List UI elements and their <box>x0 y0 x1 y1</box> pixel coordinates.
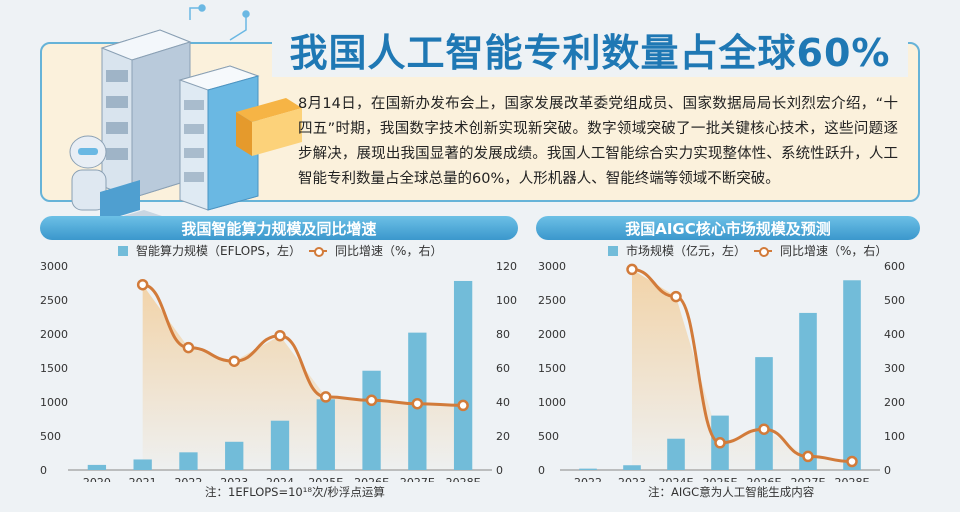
left-y-tick-label: 3000 <box>40 260 68 273</box>
growth-point-2024 <box>274 329 286 342</box>
x-tick-label: 2028E <box>446 476 481 482</box>
x-tick-label: 2020 <box>83 476 111 482</box>
robot-icon <box>69 135 107 211</box>
x-tick-label: 2023 <box>618 476 646 482</box>
bar-legend-swatch <box>608 245 618 256</box>
left-chart-title: 我国智能算力规模及同比增速 <box>40 216 518 240</box>
right-chart-title: 我国AIGC核心市场规模及预测 <box>536 216 920 240</box>
right-chart-legend: 市场规模（亿元，左） 同比增速（%，右） <box>608 242 887 259</box>
growth-point-2023 <box>626 263 638 276</box>
bar-2022 <box>179 452 198 470</box>
x-tick-label: 2027E <box>791 476 826 482</box>
left-chart-note: 注：1EFLOPS=10¹⁸次/秒浮点运算 <box>205 485 385 499</box>
growth-point-2026E <box>758 423 770 435</box>
right-y-tick-label: 400 <box>884 328 905 341</box>
left-chart: 0 500 1000 1500 2000 2500 3000 0 20 40 60 80 100 120 2… <box>40 260 517 482</box>
growth-point-2026E <box>365 394 378 407</box>
growth-point-2027E <box>411 397 424 410</box>
x-tick-label: 2022 <box>574 476 602 482</box>
circuit-lines-icon <box>189 4 250 41</box>
bar-2024E <box>667 438 685 470</box>
bar-2026E <box>755 357 773 470</box>
bar-2028E <box>453 280 473 470</box>
left-y-tick-label: 500 <box>40 430 61 443</box>
x-tick-label: 2024 <box>266 476 294 482</box>
left-y-tick-label: 1500 <box>40 362 68 375</box>
growth-point-2028E <box>846 455 858 468</box>
x-tick-label: 2026E <box>354 476 389 482</box>
growth-point-2021 <box>136 278 149 291</box>
growth-point-2022 <box>182 341 195 354</box>
bar-2027E <box>799 312 817 470</box>
growth-point-2028E <box>457 399 469 412</box>
bar-2028E <box>843 280 861 470</box>
x-tick-label: 2028E <box>835 476 870 482</box>
x-tick-label: 2024E <box>659 476 694 482</box>
x-tick-label: 2021 <box>129 476 157 482</box>
right-y-tick-label: 80 <box>496 328 510 341</box>
x-tick-label: 2023 <box>220 476 248 482</box>
right-y-tick-label: 200 <box>884 396 905 409</box>
bar-2022 <box>579 468 597 470</box>
left-legend-bar-label: 智能算力规模（EFLOPS，左） <box>136 244 302 258</box>
growth-point-2024E <box>670 290 682 303</box>
server-robot-illustration <box>69 4 302 232</box>
left-y-tick-label: 3000 <box>538 260 566 273</box>
bar-legend-swatch <box>118 245 128 256</box>
left-y-tick-label: 1000 <box>538 396 566 409</box>
bar-2023 <box>225 441 244 470</box>
right-y-tick-label: 40 <box>496 396 510 409</box>
left-y-tick-label: 1000 <box>40 396 68 409</box>
bar-2023 <box>623 465 641 470</box>
line-legend-marker <box>309 246 328 257</box>
server-rack-left-icon <box>100 29 192 199</box>
right-y-tick-label: 100 <box>884 430 905 443</box>
growth-point-2025E <box>714 437 726 449</box>
right-y-tick-label: 500 <box>884 294 905 307</box>
title-bar: 我国人工智能专利数量占全球60% <box>240 14 940 84</box>
right-chart-note: 注：AIGC意为人工智能生成内容 <box>648 485 815 499</box>
folder-drawer-icon <box>236 98 302 156</box>
right-y-tick-label: 300 <box>884 362 905 375</box>
bar-2025E <box>316 399 335 470</box>
bar-2021 <box>133 459 152 470</box>
left-legend-line-label: 同比增速（%，右） <box>335 244 443 258</box>
right-y-tick-label: 600 <box>884 260 905 273</box>
bar-2020 <box>87 464 107 470</box>
right-y-tick-label: 20 <box>496 430 510 443</box>
left-y-tick-label: 2000 <box>40 328 68 341</box>
x-tick-label: 2025E <box>308 476 343 482</box>
growth-area <box>142 284 464 470</box>
right-y-tick-label: 60 <box>496 362 510 375</box>
left-y-tick-label: 2500 <box>40 294 68 307</box>
bar-2024 <box>270 420 290 470</box>
growth-point-2023 <box>228 355 240 367</box>
x-tick-label: 2027E <box>400 476 435 482</box>
intro-paragraph: 8月14日，在国新办发布会上，国家发展改革委党组成员、国家数据局局长刘烈宏介绍，… <box>298 96 898 187</box>
x-tick-label: 2025E <box>703 476 738 482</box>
left-y-tick-label: 1500 <box>538 362 566 375</box>
line-legend-marker <box>754 246 773 257</box>
left-y-tick-label: 500 <box>538 430 559 443</box>
left-y-tick-label: 2000 <box>538 328 566 341</box>
right-legend-line-label: 同比增速（%，右） <box>780 244 888 258</box>
right-chart: 0 500 1000 1500 2000 2500 3000 0 100 200 300 400 500… <box>538 260 905 482</box>
right-y-tick-label: 0 <box>884 464 891 477</box>
x-tick-label: 2026E <box>747 476 782 482</box>
left-chart-legend: 智能算力规模（EFLOPS，左） 同比增速（%，右） <box>118 242 442 259</box>
left-y-tick-label: 2500 <box>538 294 566 307</box>
growth-area <box>632 269 852 470</box>
right-y-tick-label: 0 <box>496 464 503 477</box>
right-y-tick-label: 120 <box>496 260 517 273</box>
page-title: 我国人工智能专利数量占全球60% <box>271 21 909 77</box>
right-legend-bar-label: 市场规模（亿元，左） <box>626 244 747 258</box>
left-y-tick-label: 0 <box>538 464 545 477</box>
x-tick-label: 2022 <box>174 476 202 482</box>
server-rack-right-icon <box>178 65 260 211</box>
growth-point-2027E <box>802 450 814 463</box>
bar-2026E <box>362 370 381 470</box>
right-y-tick-label: 100 <box>496 294 517 307</box>
left-y-tick-label: 0 <box>40 464 47 477</box>
growth-point-2025E <box>320 391 332 403</box>
